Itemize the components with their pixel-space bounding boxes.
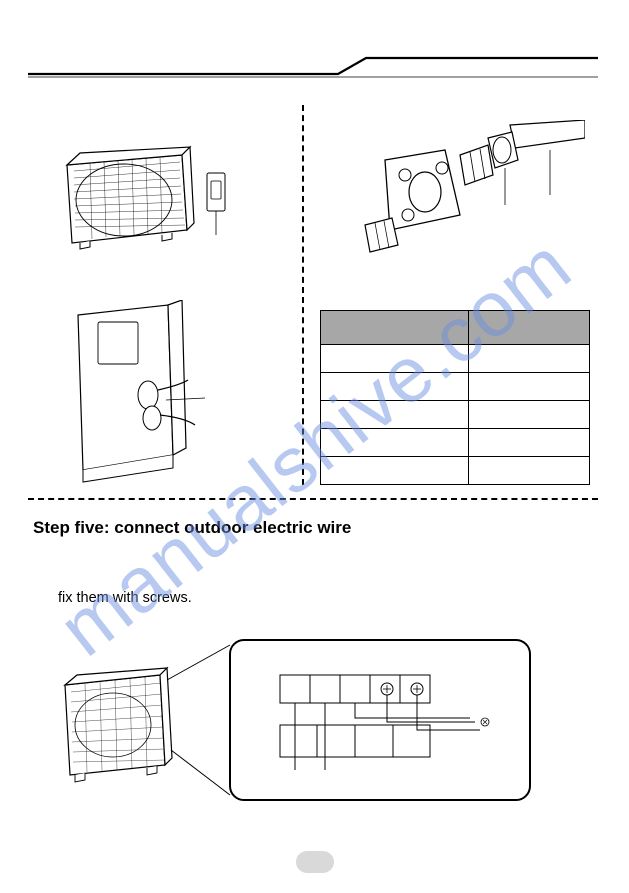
page-number-badge (296, 851, 334, 873)
table-row (321, 345, 590, 373)
manual-page: Step five: connect outdoor electric wire… (0, 0, 629, 893)
outdoor-unit-side-illustration (70, 300, 235, 490)
vertical-dashed-divider (302, 105, 304, 485)
valve-assembly-illustration (330, 120, 585, 260)
table-row (321, 457, 590, 485)
step-five-body: fix them with screws. (58, 590, 192, 606)
outdoor-unit-front-illustration (62, 145, 232, 260)
table-row (321, 373, 590, 401)
spec-table (320, 310, 590, 485)
horizontal-dashed-divider (28, 498, 598, 500)
table-row (321, 429, 590, 457)
table-row (321, 401, 590, 429)
table-header-cell (321, 311, 469, 345)
wiring-diagram-illustration (55, 630, 575, 810)
table-header-cell (468, 311, 589, 345)
header-divider (28, 56, 598, 78)
step-five-title: Step five: connect outdoor electric wire (33, 518, 351, 538)
